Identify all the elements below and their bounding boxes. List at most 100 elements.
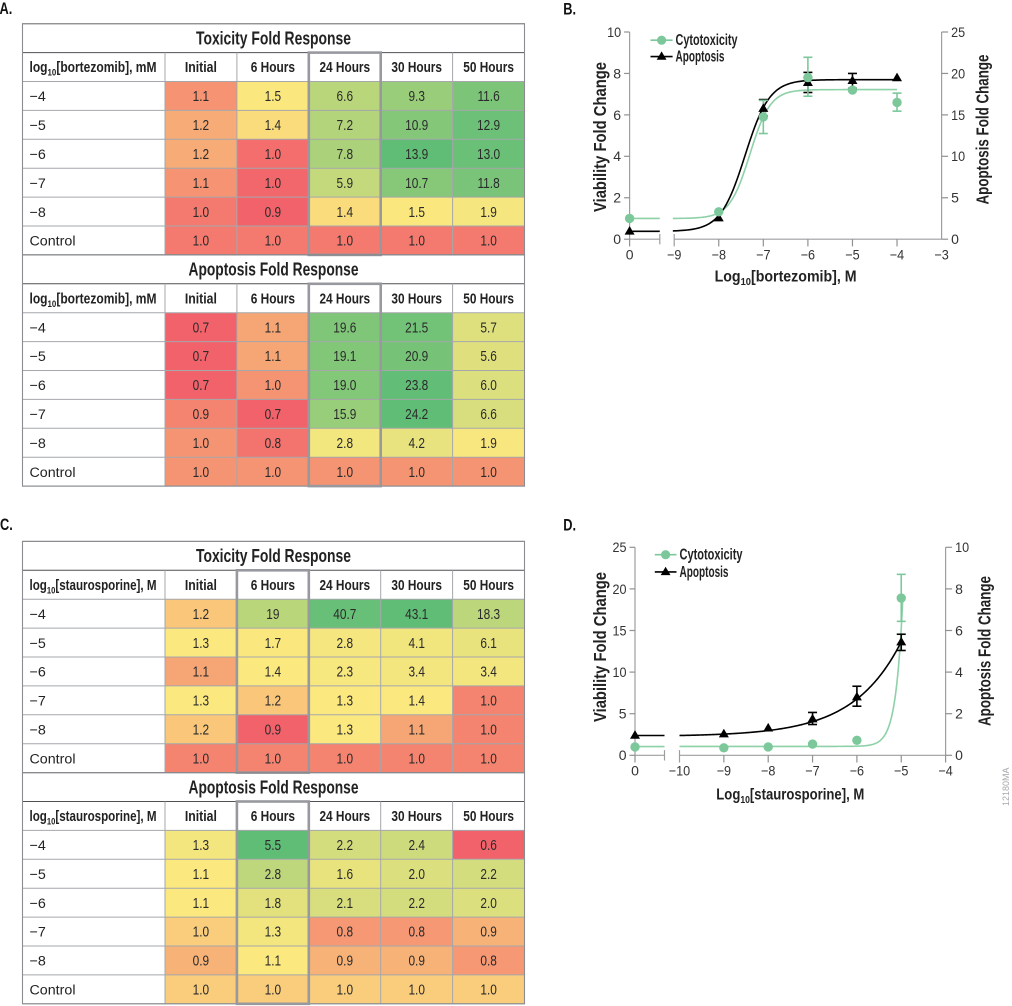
svg-text:Viability Fold Change: Viability Fold Change — [590, 62, 610, 212]
svg-text:50 Hours: 50 Hours — [463, 60, 514, 76]
svg-text:−8: −8 — [30, 436, 46, 452]
svg-text:Control: Control — [30, 465, 76, 481]
svg-text:30 Hours: 30 Hours — [391, 291, 442, 307]
svg-text:11.6: 11.6 — [477, 89, 499, 105]
svg-text:Apoptosis Fold Response: Apoptosis Fold Response — [189, 777, 359, 797]
svg-text:2.0: 2.0 — [408, 867, 425, 883]
svg-text:−6: −6 — [850, 763, 865, 779]
svg-text:1.0: 1.0 — [265, 983, 282, 999]
svg-text:20: 20 — [951, 65, 965, 81]
svg-text:6 Hours: 6 Hours — [251, 60, 295, 76]
svg-text:20.9: 20.9 — [405, 349, 428, 365]
svg-text:Initial: Initial — [185, 291, 217, 307]
svg-text:24 Hours: 24 Hours — [319, 809, 370, 825]
svg-text:1.0: 1.0 — [193, 436, 210, 452]
svg-text:9.3: 9.3 — [408, 89, 425, 105]
svg-text:1.4: 1.4 — [265, 665, 282, 681]
svg-text:−8: −8 — [761, 763, 776, 779]
svg-text:4: 4 — [955, 664, 963, 680]
svg-text:1.0: 1.0 — [193, 234, 210, 250]
svg-text:5: 5 — [951, 190, 959, 206]
svg-text:−4: −4 — [30, 607, 46, 623]
svg-text:1.0: 1.0 — [480, 465, 497, 481]
svg-text:5.7: 5.7 — [480, 320, 497, 336]
svg-text:1.0: 1.0 — [337, 465, 354, 481]
svg-text:D.: D. — [563, 515, 576, 534]
svg-text:7.2: 7.2 — [337, 118, 354, 134]
svg-text:1.2: 1.2 — [193, 607, 210, 623]
svg-text:6 Hours: 6 Hours — [251, 578, 295, 594]
svg-text:0.9: 0.9 — [193, 407, 210, 423]
svg-text:−5: −5 — [30, 636, 46, 652]
svg-text:4.2: 4.2 — [408, 436, 425, 452]
svg-text:1.2: 1.2 — [193, 722, 210, 738]
svg-text:1.0: 1.0 — [265, 176, 282, 192]
svg-text:log10​[staurosporine], M: log10​[staurosporine], M — [30, 809, 157, 826]
svg-text:13.0: 13.0 — [477, 147, 500, 163]
svg-text:15: 15 — [951, 107, 965, 123]
svg-text:Apoptosis: Apoptosis — [680, 564, 729, 581]
svg-text:19: 19 — [266, 607, 279, 623]
svg-text:−4: −4 — [890, 246, 905, 262]
svg-text:50 Hours: 50 Hours — [463, 578, 514, 594]
svg-text:2.8: 2.8 — [337, 436, 354, 452]
svg-text:5.5: 5.5 — [265, 838, 282, 854]
svg-text:−7: −7 — [756, 246, 771, 262]
svg-text:23.8: 23.8 — [405, 378, 428, 394]
svg-text:C.: C. — [0, 515, 13, 534]
svg-text:19.0: 19.0 — [333, 378, 356, 394]
svg-text:24 Hours: 24 Hours — [319, 60, 370, 76]
svg-text:2: 2 — [955, 706, 963, 722]
svg-text:2.1: 2.1 — [337, 896, 354, 912]
svg-text:−6: −6 — [30, 896, 46, 912]
svg-text:2.8: 2.8 — [265, 867, 282, 883]
svg-text:2.2: 2.2 — [480, 867, 497, 883]
svg-text:−4: −4 — [30, 838, 46, 854]
svg-text:1.1: 1.1 — [265, 349, 282, 365]
svg-text:19.6: 19.6 — [333, 320, 356, 336]
svg-text:24 Hours: 24 Hours — [319, 291, 370, 307]
svg-text:1.3: 1.3 — [193, 694, 210, 710]
svg-text:30 Hours: 30 Hours — [391, 60, 442, 76]
svg-text:0.9: 0.9 — [265, 205, 282, 221]
svg-text:6.1: 6.1 — [480, 636, 497, 652]
svg-text:Toxicity Fold Response: Toxicity Fold Response — [196, 546, 351, 566]
svg-text:0.6: 0.6 — [480, 838, 497, 854]
svg-text:1.0: 1.0 — [193, 465, 210, 481]
svg-text:1.1: 1.1 — [193, 176, 210, 192]
svg-text:1.0: 1.0 — [193, 205, 210, 221]
svg-text:25: 25 — [613, 539, 627, 555]
svg-text:−5: −5 — [30, 118, 46, 134]
svg-text:1.0: 1.0 — [480, 722, 497, 738]
svg-text:0.8: 0.8 — [480, 954, 497, 970]
svg-text:−7: −7 — [30, 694, 46, 710]
svg-text:1.1: 1.1 — [193, 89, 210, 105]
svg-text:0.8: 0.8 — [337, 925, 354, 941]
svg-text:−7: −7 — [30, 407, 46, 423]
svg-text:30 Hours: 30 Hours — [391, 809, 442, 825]
svg-text:−5: −5 — [845, 246, 860, 262]
svg-text:2.0: 2.0 — [480, 896, 497, 912]
svg-text:1.1: 1.1 — [193, 867, 210, 883]
svg-text:1.4: 1.4 — [265, 118, 282, 134]
svg-text:1.0: 1.0 — [480, 983, 497, 999]
svg-text:1.0: 1.0 — [480, 234, 497, 250]
svg-text:log10​[bortezomib], mM: log10​[bortezomib], mM — [30, 291, 157, 308]
svg-text:1.1: 1.1 — [265, 954, 282, 970]
svg-text:8: 8 — [955, 581, 963, 597]
svg-text:21.5: 21.5 — [405, 320, 428, 336]
svg-text:−8: −8 — [30, 954, 46, 970]
svg-text:1.0: 1.0 — [480, 751, 497, 767]
svg-text:5.6: 5.6 — [480, 349, 497, 365]
svg-text:Initial: Initial — [185, 578, 217, 594]
svg-text:13.9: 13.9 — [405, 147, 428, 163]
svg-text:6 Hours: 6 Hours — [251, 291, 295, 307]
svg-text:0: 0 — [626, 246, 634, 262]
svg-text:Cytotoxicity: Cytotoxicity — [680, 547, 743, 564]
svg-text:1.0: 1.0 — [408, 751, 425, 767]
svg-text:−6: −6 — [30, 665, 46, 681]
svg-text:−4: −4 — [30, 89, 46, 105]
svg-text:1.5: 1.5 — [265, 89, 282, 105]
svg-text:3.4: 3.4 — [480, 665, 497, 681]
svg-text:−7: −7 — [30, 176, 46, 192]
